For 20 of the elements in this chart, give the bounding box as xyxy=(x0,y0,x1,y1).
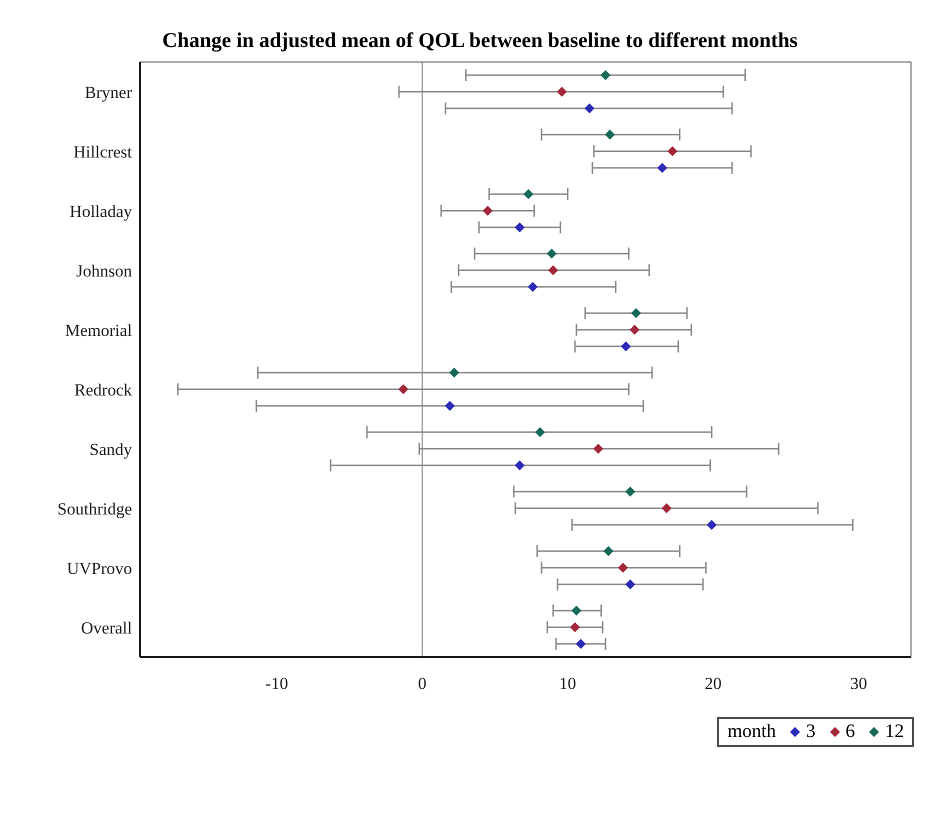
y-tick-label: Memorial xyxy=(64,320,132,340)
legend-title: month xyxy=(727,721,776,743)
y-tick-label: Overall xyxy=(81,618,132,638)
chart-title: Change in adjusted mean of QOL between baseline to different months xyxy=(161,27,799,54)
y-tick-label: Sandy xyxy=(90,440,132,459)
y-tick-label: Bryner xyxy=(84,82,132,102)
y-tick-label: UVProvo xyxy=(66,558,132,578)
legend-label: 6 xyxy=(846,721,855,743)
x-tick-label: -10 xyxy=(265,674,288,694)
y-tick-label: Redrock xyxy=(74,380,132,400)
y-tick-label: Holladay xyxy=(70,202,132,221)
y-tick-label: Johnson xyxy=(76,261,132,280)
legend-label: 12 xyxy=(885,721,904,743)
x-tick-label: 0 xyxy=(418,674,426,694)
legend-label: 3 xyxy=(806,721,816,743)
y-tick-label: Hillcrest xyxy=(73,142,132,162)
x-tick-label: 10 xyxy=(559,674,576,694)
y-tick-label: Southridge xyxy=(57,499,132,518)
x-tick-label: 30 xyxy=(850,674,868,694)
x-tick-label: 20 xyxy=(704,674,722,694)
